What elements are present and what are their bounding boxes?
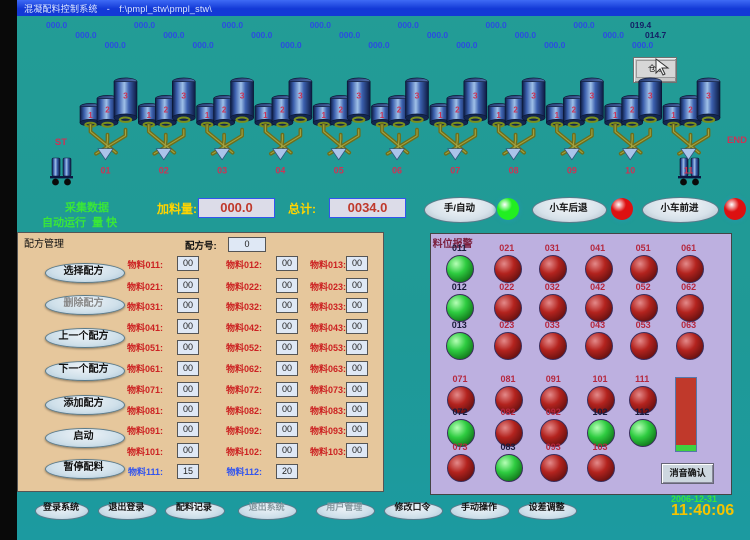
svg-text:02: 02 <box>159 166 169 176</box>
svg-text:2: 2 <box>572 106 577 115</box>
svg-text:3: 3 <box>473 91 478 101</box>
svg-text:1: 1 <box>380 111 385 120</box>
svg-text:1: 1 <box>321 111 326 120</box>
svg-text:2: 2 <box>105 106 110 115</box>
svg-text:2: 2 <box>164 106 169 115</box>
svg-text:1: 1 <box>555 111 560 120</box>
svg-text:11: 11 <box>684 166 694 176</box>
svg-text:05: 05 <box>334 166 344 176</box>
svg-text:1: 1 <box>263 111 268 120</box>
svg-text:01: 01 <box>100 166 110 176</box>
svg-text:ST: ST <box>55 137 67 148</box>
svg-text:1: 1 <box>147 111 152 120</box>
svg-text:3: 3 <box>415 91 420 101</box>
svg-text:3: 3 <box>123 91 128 101</box>
svg-text:2: 2 <box>630 106 635 115</box>
svg-text:3: 3 <box>648 91 653 101</box>
svg-text:2: 2 <box>397 106 402 115</box>
svg-text:3: 3 <box>531 91 536 101</box>
svg-text:04: 04 <box>275 166 285 176</box>
svg-text:1: 1 <box>496 111 501 120</box>
svg-text:END: END <box>727 135 747 146</box>
svg-text:3: 3 <box>298 91 303 101</box>
svg-text:10: 10 <box>625 166 635 176</box>
svg-text:06: 06 <box>392 166 402 176</box>
svg-text:07: 07 <box>450 166 460 176</box>
svg-text:2: 2 <box>280 106 285 115</box>
svg-text:09: 09 <box>567 166 577 176</box>
svg-text:3: 3 <box>181 91 186 101</box>
svg-text:3: 3 <box>356 91 361 101</box>
svg-text:3: 3 <box>590 91 595 101</box>
svg-text:2: 2 <box>222 106 227 115</box>
svg-text:2: 2 <box>338 106 343 115</box>
svg-text:1: 1 <box>88 111 93 120</box>
svg-text:03: 03 <box>217 166 227 176</box>
svg-text:2: 2 <box>688 106 693 115</box>
svg-text:1: 1 <box>205 111 210 120</box>
svg-text:1: 1 <box>671 111 676 120</box>
svg-text:2: 2 <box>513 106 518 115</box>
svg-text:08: 08 <box>509 166 519 176</box>
svg-text:3: 3 <box>240 91 245 101</box>
svg-text:3: 3 <box>706 91 711 101</box>
svg-text:1: 1 <box>613 111 618 120</box>
svg-text:1: 1 <box>438 111 443 120</box>
svg-text:2: 2 <box>455 106 460 115</box>
